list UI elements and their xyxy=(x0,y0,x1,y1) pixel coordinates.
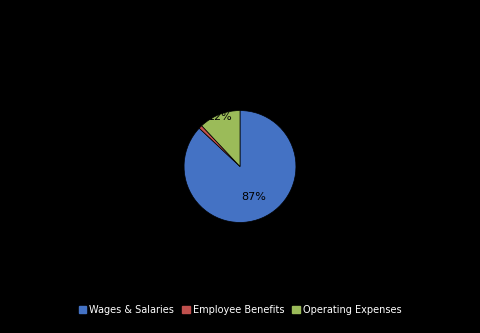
Text: 87%: 87% xyxy=(241,192,265,202)
Legend: Wages & Salaries, Employee Benefits, Operating Expenses: Wages & Salaries, Employee Benefits, Ope… xyxy=(79,305,401,315)
Wedge shape xyxy=(199,126,240,166)
Wedge shape xyxy=(202,111,240,166)
Text: 12%: 12% xyxy=(208,112,233,122)
Wedge shape xyxy=(184,111,296,222)
